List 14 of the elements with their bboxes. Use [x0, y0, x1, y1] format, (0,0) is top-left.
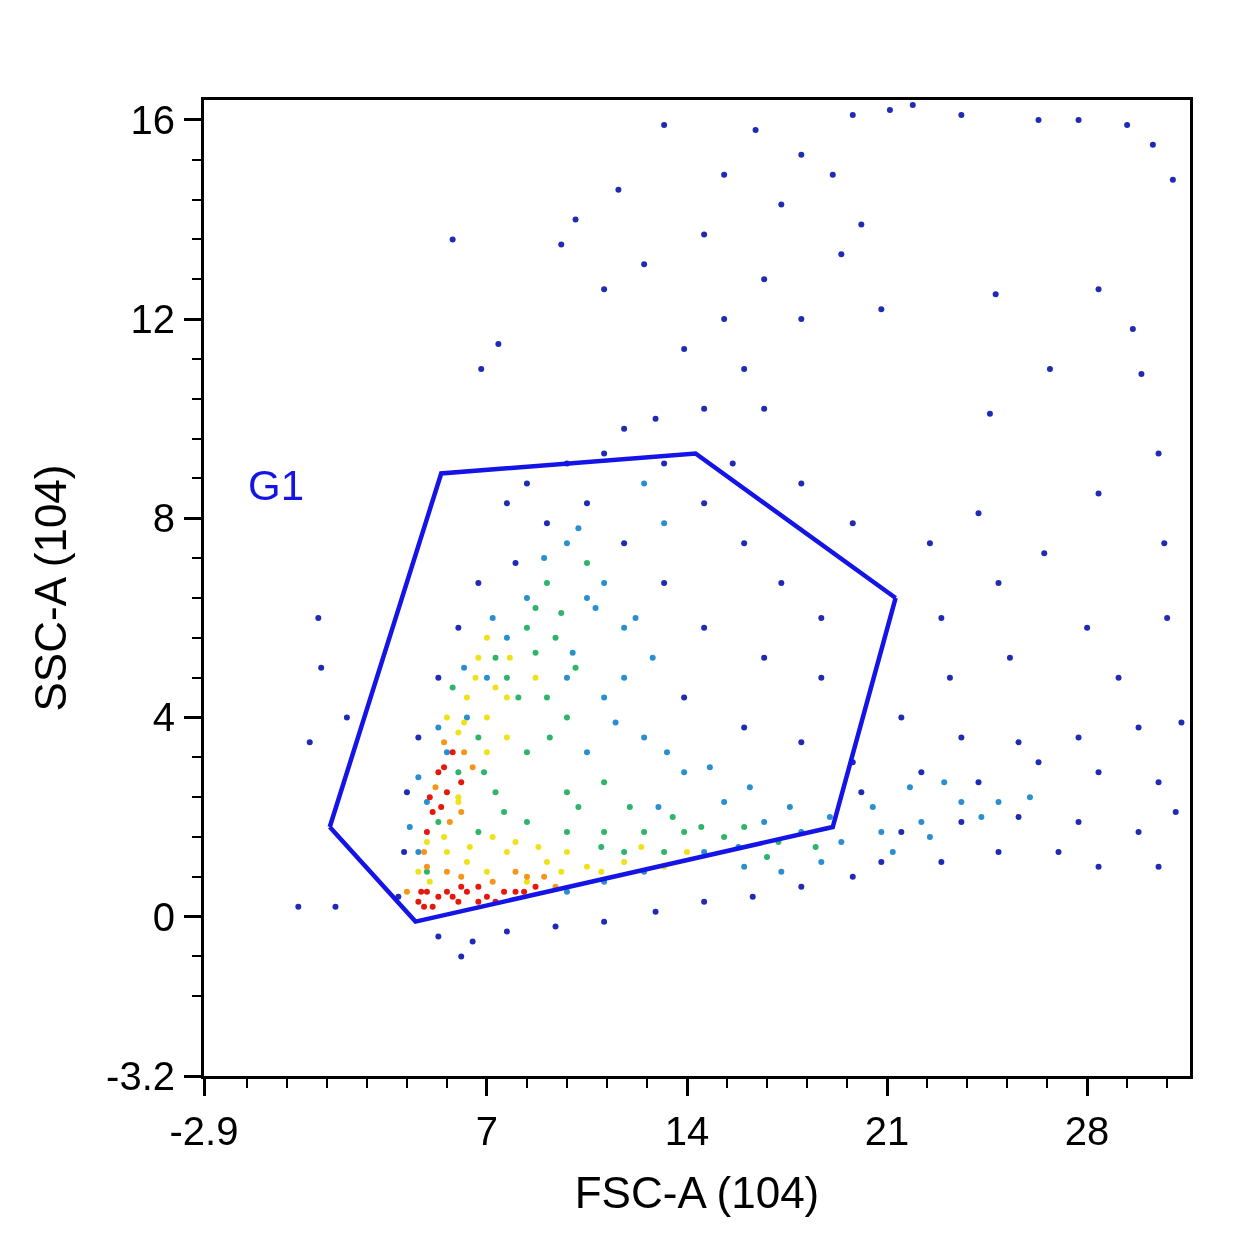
- x-tick-label: 28: [1064, 1109, 1110, 1153]
- y-tick-label: 0: [152, 894, 175, 939]
- x-tick-label: 14: [664, 1109, 710, 1153]
- x-tick-label: 7: [475, 1109, 499, 1153]
- x-tick-label: -2.9: [169, 1109, 239, 1153]
- y-tick-label: 8: [152, 496, 175, 541]
- y-axis-title: SSC-A (104): [26, 464, 76, 712]
- x-tick-label: 21: [864, 1109, 910, 1153]
- text: G1: [248, 462, 305, 509]
- y-tick-label: 12: [130, 297, 175, 342]
- y-tick-label: -3.2: [106, 1054, 175, 1098]
- y-tick-label: 4: [152, 695, 175, 740]
- x-axis-title: FSC-A (104): [574, 1168, 820, 1218]
- y-tick-label: 16: [130, 97, 175, 142]
